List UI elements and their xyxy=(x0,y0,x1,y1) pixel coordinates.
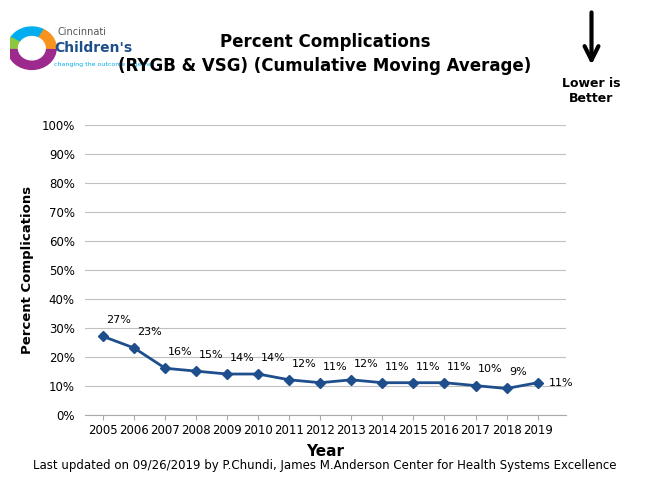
Text: 16%: 16% xyxy=(168,347,192,357)
Y-axis label: Percent Complications: Percent Complications xyxy=(21,186,34,354)
Text: 12%: 12% xyxy=(354,359,379,369)
Text: 9%: 9% xyxy=(510,367,527,377)
Text: 27%: 27% xyxy=(106,315,131,325)
Text: 14%: 14% xyxy=(261,353,286,363)
Text: 12%: 12% xyxy=(292,359,317,369)
Text: (RYGB & VSG) (Cumulative Moving Average): (RYGB & VSG) (Cumulative Moving Average) xyxy=(118,57,532,75)
Text: 15%: 15% xyxy=(199,350,224,360)
Wedge shape xyxy=(8,38,32,48)
Text: Last updated on 09/26/2019 by P.Chundi, James M.Anderson Center for Health Syste: Last updated on 09/26/2019 by P.Chundi, … xyxy=(33,459,617,472)
Text: 11%: 11% xyxy=(323,362,348,372)
Text: 10%: 10% xyxy=(478,364,503,375)
Wedge shape xyxy=(8,48,56,69)
Text: changing the outcome together: changing the outcome together xyxy=(54,62,155,67)
Circle shape xyxy=(18,37,46,60)
Text: Children's: Children's xyxy=(54,41,132,55)
Wedge shape xyxy=(11,27,44,48)
Text: 11%: 11% xyxy=(447,362,472,372)
Text: 11%: 11% xyxy=(549,378,573,388)
Text: 14%: 14% xyxy=(230,353,255,363)
X-axis label: Year: Year xyxy=(306,444,344,459)
Wedge shape xyxy=(32,30,56,48)
Text: Lower is
Better: Lower is Better xyxy=(562,77,621,105)
Text: 11%: 11% xyxy=(385,362,410,372)
Text: Cincinnati: Cincinnati xyxy=(57,27,106,37)
Text: Percent Complications: Percent Complications xyxy=(220,33,430,51)
Text: 11%: 11% xyxy=(416,362,441,372)
Text: 23%: 23% xyxy=(137,327,162,337)
